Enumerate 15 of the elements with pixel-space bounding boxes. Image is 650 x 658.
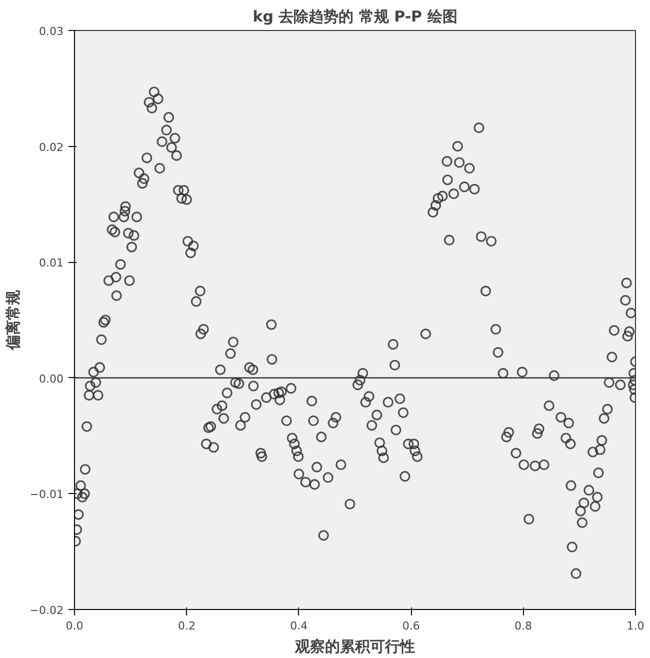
- x-tick-label: 0.6: [402, 620, 420, 632]
- x-tick-label: 0.8: [514, 620, 532, 632]
- x-tick-label: 1.0: [626, 620, 644, 632]
- y-tick-label: 0.02: [39, 140, 64, 154]
- y-tick-label: 0.03: [39, 25, 64, 38]
- y-tick-label: 0.01: [39, 256, 64, 270]
- chart-title: kg 去除趋势的 常规 P-P 绘图: [252, 8, 458, 26]
- y-tick-label: −0.02: [30, 604, 64, 617]
- y-tick-label: 0.00: [39, 372, 64, 386]
- y-axis-title: 偏离常规: [4, 289, 22, 351]
- y-tick-label: −0.01: [30, 488, 64, 502]
- x-tick-label: 0.0: [66, 620, 84, 632]
- x-axis-title: 观察的累积可行性: [294, 638, 415, 656]
- x-tick-label: 0.4: [290, 620, 308, 632]
- x-tick-label: 0.2: [178, 620, 196, 632]
